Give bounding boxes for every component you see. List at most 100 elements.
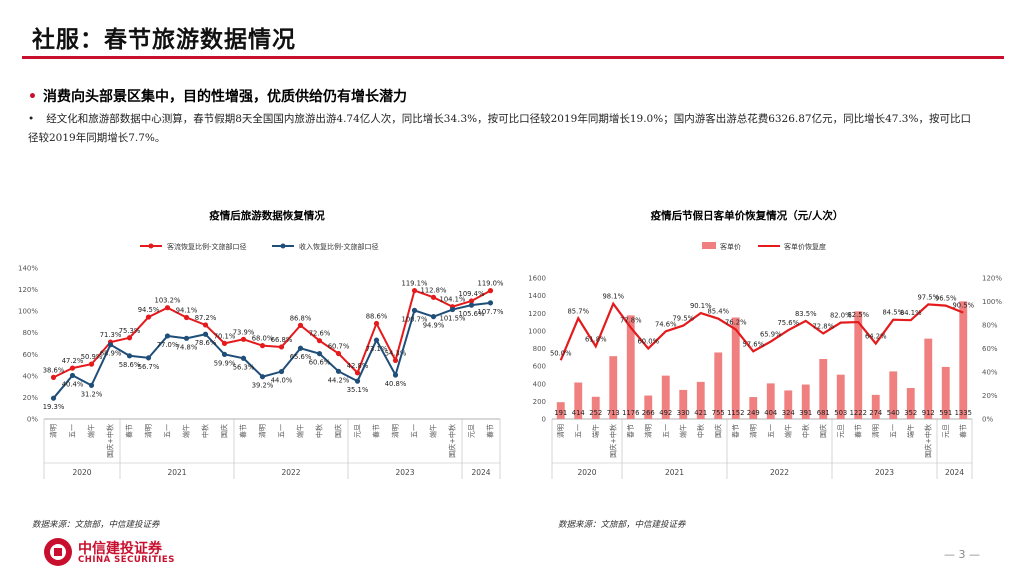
data-point [69,372,76,379]
bar [574,382,583,419]
bullet-heading-text: 消费向头部景区集中，目的性增强，优质供给仍有增长潜力 [42,89,407,105]
y-tick-label: 20% [22,394,38,402]
data-point [278,344,285,350]
bar [871,394,880,419]
x-tick-label: 春节 [486,424,495,438]
bar-value-label: 1176 [622,409,639,417]
data-point [221,351,228,357]
bar-value-label: 352 [904,409,917,417]
data-label: 75.3% [119,327,141,335]
bar [906,387,915,419]
x-tick-label: 五一 [69,424,77,438]
bar [854,311,863,419]
legend-marker [280,243,286,249]
bar [696,381,705,419]
data-label: 78.6% [195,339,217,347]
y-left-tick-label: 400 [533,380,546,388]
data-point [316,338,323,344]
data-point [107,342,114,348]
series-line [52,301,491,399]
bar [784,390,793,419]
bar-value-label: 391 [799,409,812,417]
bullet-body-text: 经文化和旅游部数据中心测算，春节假期8天全国国内旅游出游4.74亿人次，同比增长… [28,113,971,144]
x-tick-label: 国庆 [334,424,343,438]
data-label: 90.1% [690,302,712,310]
x-tick-label: 五一 [889,424,897,438]
x-tick-label: 端午 [296,424,305,438]
data-label: 56.3% [233,363,255,371]
data-label: 84.1% [900,309,922,317]
data-label: 107.7% [478,308,504,316]
data-point [335,368,342,374]
data-label: 35.1% [347,386,369,394]
x-tick-label: 清明 [258,424,267,438]
data-label: 103.2% [155,297,181,305]
bar [889,371,898,419]
data-point [259,374,266,380]
data-label: 77.0% [157,341,179,349]
bar-value-label: 404 [764,409,777,417]
data-point [145,355,152,361]
data-point [392,372,399,378]
y-tick-label: 120% [18,286,38,294]
data-label: 19.3% [43,403,65,411]
data-point [430,294,437,300]
bar-value-label: 1152 [727,409,744,417]
x-tick-label: 中秋 [696,424,705,438]
data-label: 119.1% [402,280,428,288]
data-label: 47.2% [62,357,84,365]
x-tick-label: 春节 [626,424,635,438]
legend-label: 客单价 [720,242,741,251]
data-label: 119.0% [478,280,504,288]
data-label: 100.7% [402,315,428,323]
data-point [373,320,380,327]
data-point [430,314,437,320]
data-label: 66.8% [271,336,293,344]
data-label: 76.2% [725,318,747,326]
y-right-tick-label: 80% [982,322,998,330]
legend-label: 客单价恢复度 [784,242,826,251]
y-left-tick-label: 0 [542,416,546,424]
data-label: 68.9% [100,350,122,358]
data-point [164,305,171,311]
bar-value-label: 330 [677,409,690,417]
data-label: 96.5% [935,295,957,303]
data-label: 97.5% [917,293,939,301]
x-tick-label: 端午 [87,424,96,438]
data-point [164,333,171,339]
x-tick-label: 五一 [278,424,286,438]
source-right: 数据来源：文旅部，中信建投证券 [558,520,686,530]
page-title: 社服：春节旅游数据情况 [32,26,296,53]
data-label: 85.7% [567,307,589,315]
logo-en: CHINA SECURITIES [78,555,175,565]
x-tick-label: 元旦 [354,424,362,438]
data-label: 38.6% [43,366,65,374]
y-tick-label: 40% [22,372,38,380]
x-tick-label: 春节 [372,424,381,438]
data-point [354,378,361,384]
data-label: 50.0% [550,349,572,357]
data-point [88,382,95,388]
y-left-tick-label: 1400 [528,292,546,300]
bar-value-label: 252 [589,409,602,417]
data-point [126,353,133,359]
data-label: 31.2% [81,390,103,398]
data-label: 54.3% [385,349,407,357]
x-tick-label: 五一 [574,424,582,438]
chart-1-svg: 0% 20% 40% 60% 80% 100% 120% 140% 客流恢复比例-文旅部口径 收入… [18,242,504,479]
data-point [259,343,266,349]
data-point [202,322,209,328]
data-label: 98.1% [602,293,624,301]
data-point [468,298,475,304]
year-label: 2023 [875,468,894,477]
x-tick-label: 国庆+中秋 [106,424,115,458]
x-tick-label: 清明 [391,424,400,438]
series-line [53,289,491,379]
x-tick-label: 端午 [429,424,438,438]
data-label: 42.8% [347,362,369,370]
y-left-tick-label: 1200 [528,310,546,318]
bar [749,397,758,419]
x-tick-label: 元旦 [942,424,950,438]
title-rule [22,56,1004,59]
x-tick-label: 五一 [662,424,670,438]
